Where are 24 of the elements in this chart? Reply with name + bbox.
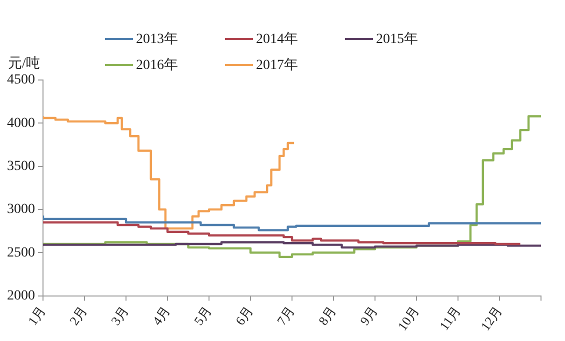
x-tick-label: 6月 <box>232 303 256 328</box>
x-tick-label: 3月 <box>108 303 132 328</box>
legend-label: 2013年 <box>136 30 178 48</box>
legend-label: 2016年 <box>136 56 178 74</box>
x-tick-label: 8月 <box>315 303 339 328</box>
y-tick-label: 2000 <box>7 288 35 304</box>
y-tick-label: 4000 <box>7 116 35 131</box>
y-tick-label: 2500 <box>7 245 35 260</box>
x-tick-label: 4月 <box>149 303 173 328</box>
y-tick-label: 3000 <box>7 202 35 218</box>
x-tick-label: 10月 <box>394 303 422 334</box>
legend-label: 2015年 <box>376 30 418 48</box>
x-tick-label: 5月 <box>190 303 214 328</box>
x-tick-label: 7月 <box>274 303 298 328</box>
x-tick-label: 11月 <box>436 303 464 333</box>
x-tick-label: 9月 <box>356 303 380 328</box>
legend-label: 2017年 <box>256 56 298 74</box>
y-tick-label: 3500 <box>7 158 35 174</box>
y-axis-title: 元/吨 <box>8 56 40 72</box>
x-tick-label: 2月 <box>66 303 90 328</box>
legend-label: 2014年 <box>256 30 298 48</box>
x-tick-label: 1月 <box>24 303 48 328</box>
x-tick-label: 12月 <box>478 303 505 334</box>
y-tick-label: 4500 <box>7 72 35 88</box>
